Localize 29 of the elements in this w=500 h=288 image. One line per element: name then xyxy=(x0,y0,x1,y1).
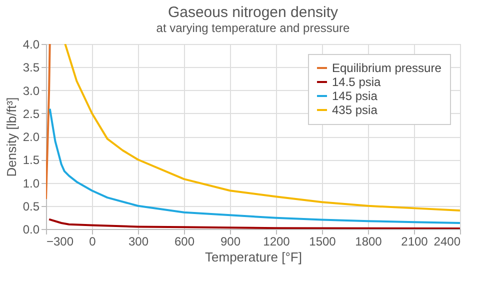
y-tick-label: 0.5 xyxy=(22,199,40,214)
line-series xyxy=(64,44,460,212)
y-tick-label: 3.5 xyxy=(22,60,40,75)
chart-subtitle: at varying temperature and pressure xyxy=(156,21,350,35)
x-tick-label: −300 xyxy=(46,234,74,248)
x-tick-label: 2100 xyxy=(401,234,428,248)
legend-label: Equilibrium pressure xyxy=(332,61,442,75)
line-series xyxy=(46,44,51,200)
legend-label: 14.5 psia xyxy=(332,75,382,89)
x-axis-title: Temperature [°F] xyxy=(205,250,302,264)
x-tick-label: 300 xyxy=(128,234,149,248)
x-tick-label: 600 xyxy=(174,234,195,248)
x-tick-label: 1200 xyxy=(263,234,290,248)
y-tick-label: 4.0 xyxy=(22,38,40,52)
y-tick-label: 2.0 xyxy=(22,130,40,144)
y-tick-label: 2.5 xyxy=(22,106,40,121)
y-tick-label: 1.0 xyxy=(22,176,40,190)
x-tick-label: 0 xyxy=(89,234,96,248)
x-tick-label: 1500 xyxy=(309,234,336,248)
y-tick-label: 0.0 xyxy=(22,222,40,236)
legend-label: 145 psia xyxy=(332,89,378,103)
y-tick-label: 1.5 xyxy=(22,153,40,168)
y-axis-title: Density [lb/ft³] xyxy=(4,97,19,177)
x-tick-label: 2400 xyxy=(434,234,461,248)
x-tick-label: 900 xyxy=(220,234,241,248)
chart-title: Gaseous nitrogen density xyxy=(168,4,339,21)
legend-label: 435 psia xyxy=(332,103,378,117)
y-tick-label: 3.0 xyxy=(22,84,40,98)
x-tick-label: 1800 xyxy=(355,234,382,248)
